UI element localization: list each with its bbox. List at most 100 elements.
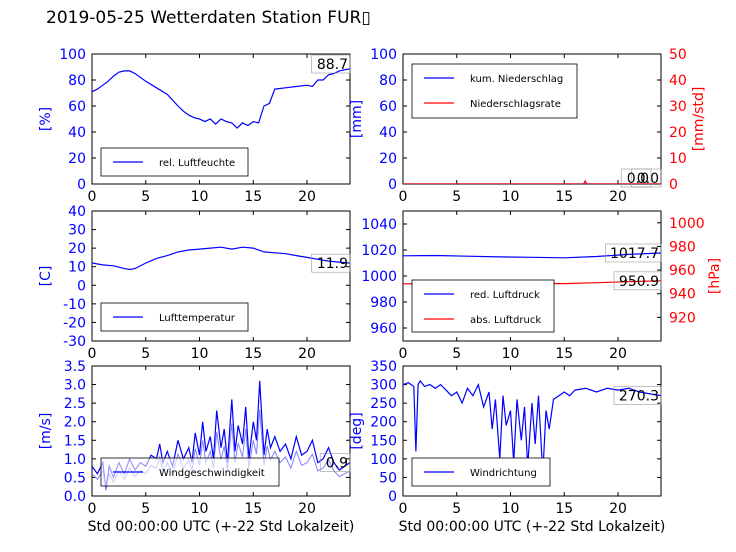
x-tick-label: 15 [555, 501, 573, 517]
y-tick-label: -20 [63, 315, 86, 331]
y-tick-label: 3.0 [64, 378, 86, 394]
y-tick-label: 3.5 [64, 359, 86, 375]
y-tick-label: 2.5 [64, 396, 86, 412]
y-axis-label: [deg] [349, 412, 365, 449]
chart-panel-2: 0 5 10 15 20 0 20 40 60 80 100 0 10 20 30 40 50 [mm] [mm/s… [349, 47, 707, 205]
legend: rel. Luftfeuchte [100, 147, 249, 177]
chart-panel-4: 0 5 10 15 20 960 980 1000 1020 1040 920 940 960 980 10… [361, 210, 723, 362]
y-tick-label: 1040 [361, 217, 397, 233]
x-tick-label: 20 [298, 501, 316, 517]
last-value-box [311, 253, 351, 273]
last-value-label: 0.0 [637, 171, 659, 187]
x-tick-label: 20 [609, 501, 627, 517]
y-tick-label: 10 [68, 260, 86, 276]
y-tick-label: 1020 [361, 243, 397, 259]
x-tick-label: 0 [88, 189, 97, 205]
y-tick-label: 1.5 [64, 433, 86, 449]
series-line-1 [92, 246, 350, 271]
last-value-label: 950.9 [619, 274, 659, 290]
x-tick-label: 20 [298, 346, 316, 362]
legend-label: red. Luftdruck [470, 290, 540, 301]
legend-label: Windgeschwindigkeit [159, 468, 265, 479]
last-value-label: 0.0 [627, 171, 649, 187]
y-tick-label: 80 [379, 73, 397, 89]
y-tick-label: 100 [370, 452, 397, 468]
x-tick-label: 10 [502, 501, 520, 517]
x-tick-label: 15 [555, 189, 573, 205]
y-tick-label: 2.0 [64, 415, 86, 431]
y-tick-label: 60 [379, 99, 397, 115]
x-tick-label: 10 [502, 346, 520, 362]
y-axis-label-right: [mm/std] [691, 87, 707, 152]
last-value-label: 270.3 [619, 389, 659, 405]
legend-label: Niederschlagsrate [470, 99, 561, 110]
y-tick-label: 60 [68, 99, 86, 115]
x-tick-label: 0 [399, 501, 408, 517]
chart-panel-6: 0 5 10 15 20050100150200250300350[deg]Windri… [349, 359, 662, 517]
y-tick-label: 100 [59, 47, 86, 63]
legend: kum. Niederschlag Niederschlagsrate [411, 63, 578, 119]
y2-tick-label: 50 [669, 47, 687, 63]
legend-label: kum. Niederschlag [470, 74, 563, 85]
y-tick-label: 980 [370, 295, 397, 311]
x-tick-label: 5 [141, 189, 150, 205]
y2-tick-label: 30 [669, 99, 687, 115]
last-value-label: 88.7 [317, 57, 348, 73]
y-tick-label: 350 [370, 359, 397, 375]
y-tick-label: 0 [388, 177, 397, 193]
y-tick-label: 20 [379, 151, 397, 167]
y2-tick-label: 980 [669, 239, 696, 255]
y-tick-label: 960 [370, 321, 397, 337]
x-tick-label: 0 [88, 501, 97, 517]
y-axis-label-right: [hPa] [707, 258, 723, 294]
last-value-box [311, 54, 351, 74]
x-tick-label: 20 [609, 346, 627, 362]
series-group [92, 246, 350, 271]
x-tick-label: 15 [244, 346, 262, 362]
series-line-1 [92, 68, 350, 129]
legend: red. Luftdruck abs. Luftdruck [411, 279, 555, 333]
x-tick-label: 5 [452, 501, 461, 517]
y-tick-label: 1000 [361, 269, 397, 285]
y-tick-label: 0 [388, 489, 397, 505]
x-tick-label: 0 [399, 346, 408, 362]
y-tick-label: -10 [63, 297, 86, 313]
y2-tick-label: 40 [669, 73, 687, 89]
y-tick-label: -30 [63, 334, 86, 350]
series-group [403, 379, 661, 474]
series-group [403, 179, 661, 184]
y-tick-label: 20 [68, 241, 86, 257]
plot-frame [91, 365, 351, 497]
y-tick-label: 150 [370, 433, 397, 449]
x-tick-label: 10 [191, 189, 209, 205]
x-tick-label: 5 [452, 189, 461, 205]
last-value-box [613, 271, 662, 291]
legend: Windrichtung [411, 457, 551, 487]
x-tick-label: 15 [244, 189, 262, 205]
x-tick-label: 10 [502, 189, 520, 205]
y-tick-label: 30 [68, 223, 86, 239]
x-tick-label: 15 [244, 501, 262, 517]
y-tick-label: 0 [77, 177, 86, 193]
y2-tick-label: 10 [669, 151, 687, 167]
last-value-box [605, 243, 662, 263]
y-tick-label: 40 [68, 204, 86, 220]
y2-tick-label: 20 [669, 125, 687, 141]
plot-frame [91, 53, 351, 185]
x-tick-label: 0 [88, 346, 97, 362]
x-tick-label: 15 [555, 346, 573, 362]
y2-tick-label: 940 [669, 287, 696, 303]
y-tick-label: 40 [68, 125, 86, 141]
y-axis-label: [%] [38, 107, 54, 131]
y-tick-label: 40 [379, 125, 397, 141]
y-tick-label: 0.5 [64, 470, 86, 486]
legend-label: Windrichtung [470, 468, 537, 479]
x-axis-label: Std 00:00:00 UTC (+-22 Std Lokalzeit) [399, 519, 666, 535]
series-line-1 [403, 379, 661, 474]
y-axis-label: [C] [38, 266, 54, 287]
x-axis-label: Std 00:00:00 UTC (+-22 Std Lokalzeit) [88, 519, 355, 535]
y-tick-label: 250 [370, 396, 397, 412]
plot-frame [402, 365, 662, 497]
y-tick-label: 1.0 [64, 452, 86, 468]
